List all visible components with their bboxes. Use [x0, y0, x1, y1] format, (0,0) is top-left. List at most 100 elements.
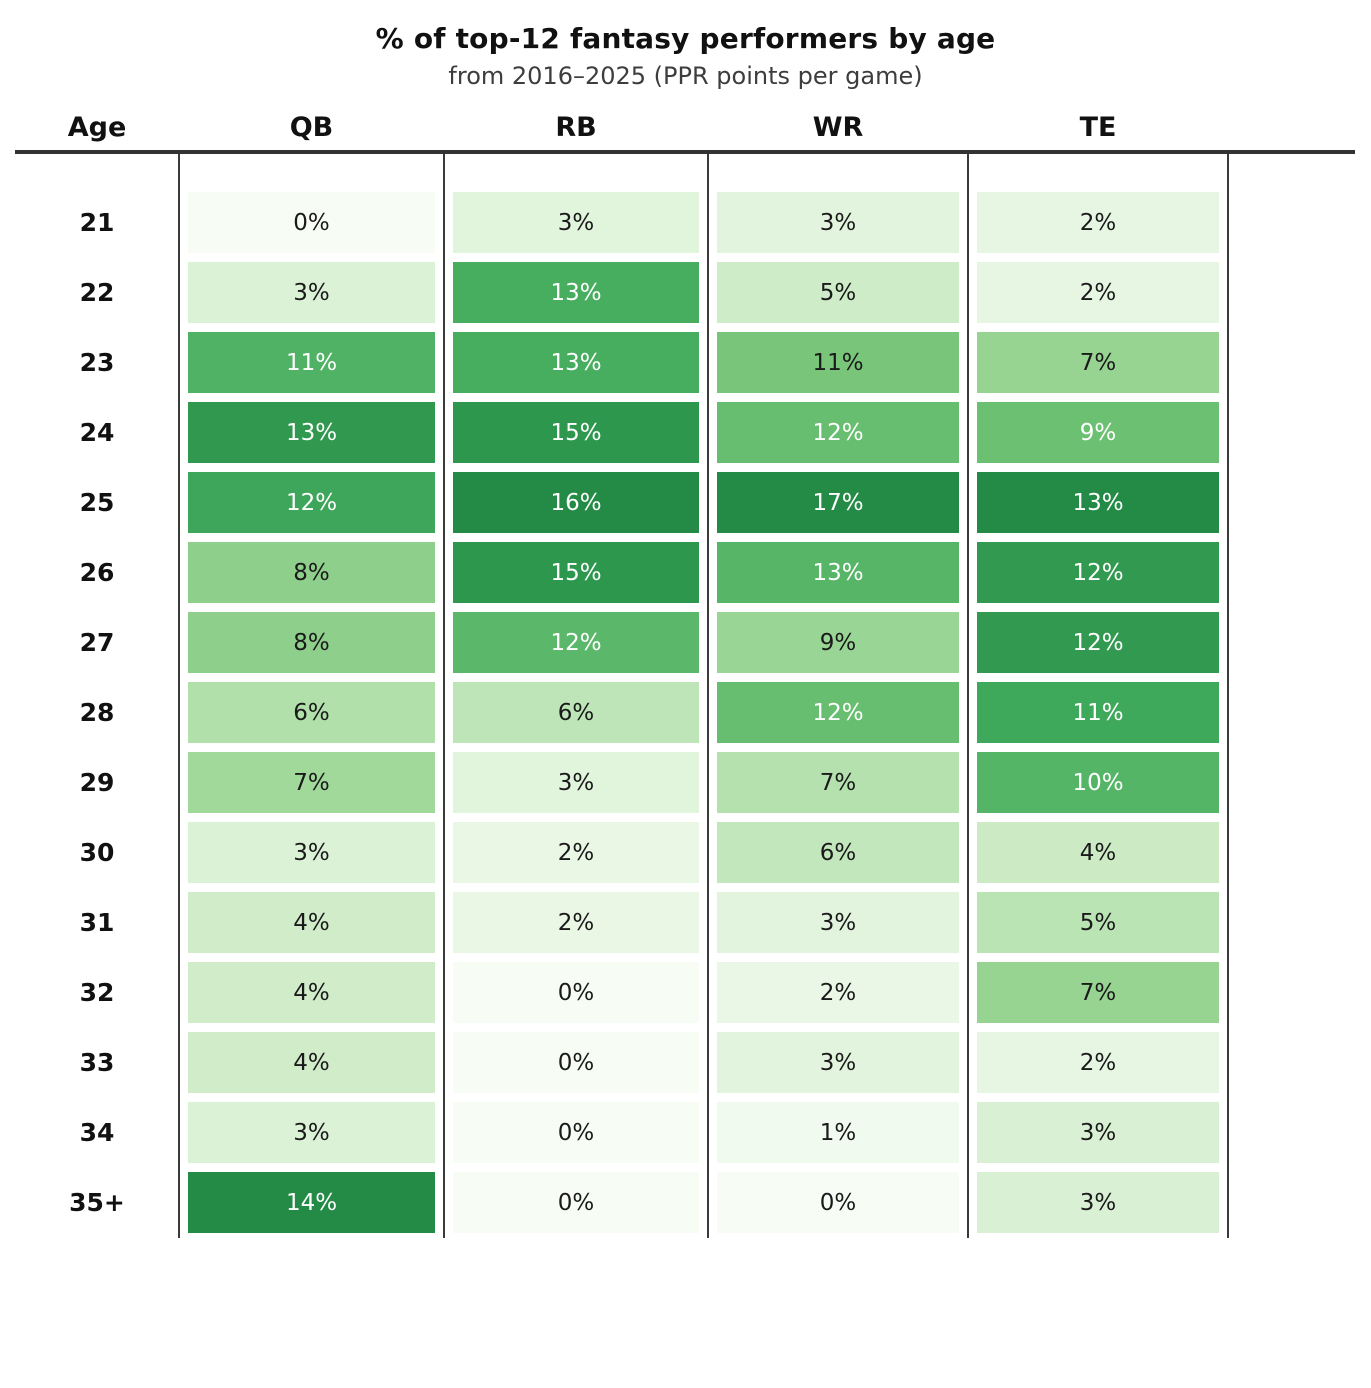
heatmap-cell-wrap: 9%	[968, 398, 1228, 468]
table-row: 32 4% 0% 2% 7%	[15, 958, 1355, 1028]
heatmap-cell-wrap: 3%	[968, 1168, 1228, 1238]
heatmap-cell-rb-34: 0%	[453, 1102, 699, 1163]
heatmap-cell-wrap: 4%	[179, 1028, 444, 1098]
heatmap-cell-te-28: 11%	[977, 682, 1219, 743]
heatmap-table: Age QB RB WR TE 21 0% 3% 3% 2% 22 3% 13% 5% 2% 23 11% 13…	[15, 106, 1355, 1238]
heatmap-cell-wr-28: 12%	[717, 682, 959, 743]
heatmap-cell-wrap: 1%	[708, 1098, 968, 1168]
table-row: 23 11% 13% 11% 7%	[15, 328, 1355, 398]
heatmap-cell-wrap: 2%	[968, 188, 1228, 258]
heatmap-cell-wrap: 7%	[179, 748, 444, 818]
heatmap-cell-rb-33: 0%	[453, 1032, 699, 1093]
heatmap-cell-wrap: 13%	[968, 468, 1228, 538]
heatmap-cell-wr-35plus: 0%	[717, 1172, 959, 1233]
table-row: 25 12% 16% 17% 13%	[15, 468, 1355, 538]
heatmap-cell-wr-34: 1%	[717, 1102, 959, 1163]
heatmap-cell-qb-29: 7%	[188, 752, 435, 813]
heatmap-cell-qb-24: 13%	[188, 402, 435, 463]
heatmap-cell-te-30: 4%	[977, 822, 1219, 883]
heatmap-cell-rb-35plus: 0%	[453, 1172, 699, 1233]
heatmap-cell-wrap: 3%	[179, 1098, 444, 1168]
heatmap-cell-wr-30: 6%	[717, 822, 959, 883]
heatmap-cell-qb-31: 4%	[188, 892, 435, 953]
chart-title: % of top-12 fantasy performers by age	[375, 22, 996, 55]
heatmap-cell-wrap: 2%	[444, 888, 708, 958]
heatmap-cell-wr-33: 3%	[717, 1032, 959, 1093]
heatmap-cell-te-35plus: 3%	[977, 1172, 1219, 1233]
age-label: 22	[79, 278, 115, 307]
heatmap-cell-wrap: 15%	[444, 538, 708, 608]
heatmap-cell-qb-27: 8%	[188, 612, 435, 673]
heatmap-cell-rb-25: 16%	[453, 472, 699, 533]
heatmap-cell-wrap: 7%	[968, 328, 1228, 398]
heatmap-cell-wrap: 2%	[708, 958, 968, 1028]
heatmap-cell-qb-25: 12%	[188, 472, 435, 533]
heatmap-cell-wrap: 11%	[708, 328, 968, 398]
age-label: 31	[79, 908, 115, 937]
heatmap-cell-wr-31: 3%	[717, 892, 959, 953]
header-row: Age QB RB WR TE	[15, 106, 1355, 150]
heatmap-cell-wrap: 6%	[708, 818, 968, 888]
heatmap-cell-wrap: 4%	[179, 888, 444, 958]
age-label: 24	[79, 418, 115, 447]
heatmap-cell-wrap: 13%	[179, 398, 444, 468]
heatmap-cell-wrap: 3%	[708, 888, 968, 958]
heatmap-cell-wrap: 12%	[708, 678, 968, 748]
heatmap-cell-wrap: 13%	[444, 258, 708, 328]
heatmap-cell-wrap: 12%	[708, 398, 968, 468]
heatmap-cell-te-24: 9%	[977, 402, 1219, 463]
age-label: 30	[79, 838, 115, 867]
heatmap-cell-te-34: 3%	[977, 1102, 1219, 1163]
table-row: 30 3% 2% 6% 4%	[15, 818, 1355, 888]
heatmap-cell-wr-25: 17%	[717, 472, 959, 533]
heatmap-cell-wrap: 2%	[444, 818, 708, 888]
column-header-te: TE	[1079, 112, 1117, 143]
heatmap-cell-wrap: 0%	[179, 188, 444, 258]
heatmap-cell-wrap: 5%	[708, 258, 968, 328]
heatmap-cell-rb-22: 13%	[453, 262, 699, 323]
chart-subtitle: from 2016–2025 (PPR points per game)	[448, 62, 923, 90]
table-row: 35+ 14% 0% 0% 3%	[15, 1168, 1355, 1238]
heatmap-cell-te-27: 12%	[977, 612, 1219, 673]
heatmap-cell-te-22: 2%	[977, 262, 1219, 323]
table-row: 21 0% 3% 3% 2%	[15, 188, 1355, 258]
heatmap-cell-wrap: 8%	[179, 538, 444, 608]
heatmap-cell-rb-27: 12%	[453, 612, 699, 673]
heatmap-cell-wrap: 3%	[708, 188, 968, 258]
heatmap-cell-qb-33: 4%	[188, 1032, 435, 1093]
table-row: 28 6% 6% 12% 11%	[15, 678, 1355, 748]
heatmap-cell-wrap: 0%	[444, 1098, 708, 1168]
age-label: 33	[79, 1048, 115, 1077]
column-header-qb: QB	[289, 112, 334, 143]
heatmap-cell-wrap: 7%	[968, 958, 1228, 1028]
table-row: 33 4% 0% 3% 2%	[15, 1028, 1355, 1098]
age-label: 28	[79, 698, 115, 727]
heatmap-cell-wrap: 2%	[968, 258, 1228, 328]
heatmap-cell-wrap: 10%	[968, 748, 1228, 818]
heatmap-cell-wrap: 16%	[444, 468, 708, 538]
heatmap-cell-wrap: 3%	[444, 188, 708, 258]
age-label: 32	[79, 978, 115, 1007]
age-label: 29	[79, 768, 115, 797]
heatmap-cell-wrap: 0%	[444, 958, 708, 1028]
heatmap-cell-wrap: 6%	[179, 678, 444, 748]
heatmap-cell-te-25: 13%	[977, 472, 1219, 533]
heatmap-cell-wrap: 15%	[444, 398, 708, 468]
heatmap-cell-wrap: 0%	[444, 1168, 708, 1238]
heatmap-cell-rb-30: 2%	[453, 822, 699, 883]
heatmap-cell-wrap: 8%	[179, 608, 444, 678]
heatmap-cell-te-31: 5%	[977, 892, 1219, 953]
header-rule	[15, 150, 1355, 154]
heatmap-cell-wrap: 0%	[444, 1028, 708, 1098]
table-row: 31 4% 2% 3% 5%	[15, 888, 1355, 958]
heatmap-cell-wrap: 12%	[968, 608, 1228, 678]
heatmap-cell-wr-22: 5%	[717, 262, 959, 323]
heatmap-cell-wrap: 4%	[179, 958, 444, 1028]
heatmap-cell-qb-30: 3%	[188, 822, 435, 883]
heatmap-cell-wr-24: 12%	[717, 402, 959, 463]
table-row: 26 8% 15% 13% 12%	[15, 538, 1355, 608]
heatmap-cell-wr-27: 9%	[717, 612, 959, 673]
heatmap-cell-rb-31: 2%	[453, 892, 699, 953]
heatmap-cell-wrap: 6%	[444, 678, 708, 748]
table-row: 27 8% 12% 9% 12%	[15, 608, 1355, 678]
